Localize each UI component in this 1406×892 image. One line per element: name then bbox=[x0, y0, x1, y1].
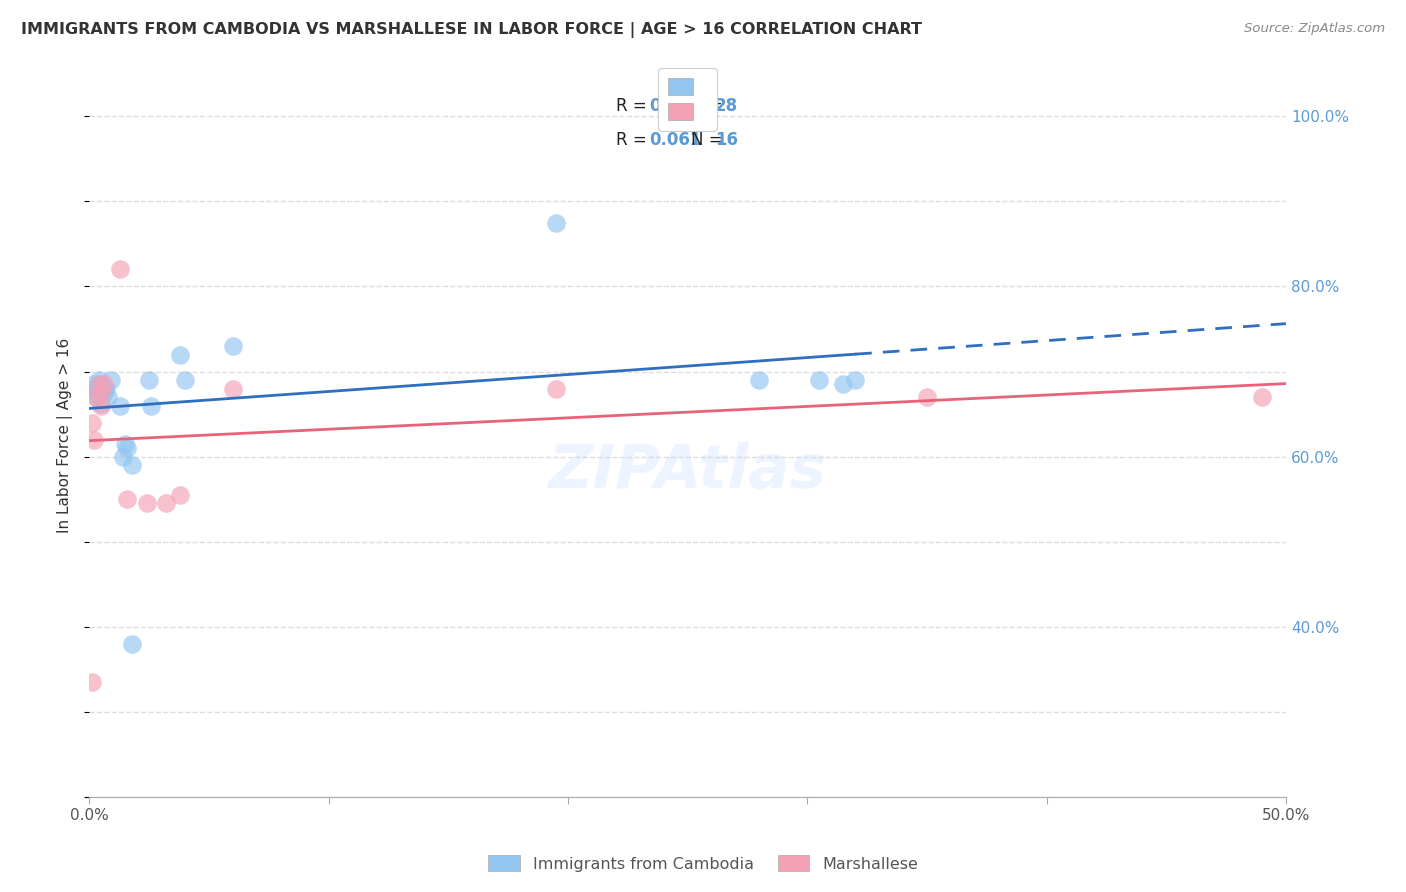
Point bbox=[110, 262, 132, 277]
Point bbox=[174, 373, 197, 387]
Text: 0.061: 0.061 bbox=[650, 131, 702, 150]
Point bbox=[87, 377, 110, 392]
Point bbox=[87, 388, 110, 402]
Point bbox=[222, 339, 245, 353]
Text: N =: N = bbox=[692, 97, 728, 115]
Y-axis label: In Labor Force | Age > 16: In Labor Force | Age > 16 bbox=[58, 338, 73, 533]
Point bbox=[83, 377, 105, 392]
Text: 0.161: 0.161 bbox=[650, 97, 702, 115]
Text: R =: R = bbox=[616, 97, 652, 115]
Point bbox=[110, 399, 132, 413]
Point bbox=[544, 216, 567, 230]
Point bbox=[80, 416, 103, 430]
Point bbox=[86, 390, 108, 404]
Point bbox=[93, 385, 115, 400]
Point bbox=[93, 382, 115, 396]
Point bbox=[1251, 390, 1274, 404]
Point bbox=[90, 385, 112, 400]
Legend: , : , bbox=[658, 68, 717, 131]
Point bbox=[808, 373, 831, 387]
Point bbox=[544, 382, 567, 396]
Point bbox=[138, 373, 160, 387]
Point bbox=[915, 390, 938, 404]
Point bbox=[83, 433, 105, 447]
Point bbox=[114, 437, 136, 451]
Point bbox=[94, 382, 117, 396]
Point bbox=[155, 496, 177, 510]
Legend: Immigrants from Cambodia, Marshallese: Immigrants from Cambodia, Marshallese bbox=[479, 847, 927, 880]
Point bbox=[121, 458, 143, 472]
Point bbox=[169, 488, 191, 502]
Point bbox=[222, 382, 245, 396]
Point bbox=[80, 674, 103, 689]
Point bbox=[832, 377, 855, 392]
Point bbox=[87, 373, 110, 387]
Point bbox=[117, 441, 139, 455]
Text: 16: 16 bbox=[716, 131, 738, 150]
Point bbox=[90, 377, 112, 392]
Text: ZIPAtlas: ZIPAtlas bbox=[548, 442, 827, 501]
Point bbox=[100, 373, 122, 387]
Point bbox=[121, 637, 143, 651]
Text: N =: N = bbox=[692, 131, 728, 150]
Point bbox=[117, 491, 139, 506]
Point bbox=[90, 399, 112, 413]
Point bbox=[86, 390, 108, 404]
Point bbox=[86, 383, 108, 397]
Point bbox=[111, 450, 134, 464]
Point bbox=[844, 373, 866, 387]
Text: Source: ZipAtlas.com: Source: ZipAtlas.com bbox=[1244, 22, 1385, 36]
Point bbox=[748, 373, 770, 387]
Text: IMMIGRANTS FROM CAMBODIA VS MARSHALLESE IN LABOR FORCE | AGE > 16 CORRELATION CH: IMMIGRANTS FROM CAMBODIA VS MARSHALLESE … bbox=[21, 22, 922, 38]
Point bbox=[135, 496, 157, 510]
Point bbox=[90, 397, 112, 411]
Point bbox=[97, 390, 120, 404]
Point bbox=[141, 399, 163, 413]
Point bbox=[169, 347, 191, 361]
Text: R =: R = bbox=[616, 131, 652, 150]
Point bbox=[93, 377, 115, 392]
Text: 28: 28 bbox=[716, 97, 738, 115]
Point bbox=[80, 382, 103, 396]
